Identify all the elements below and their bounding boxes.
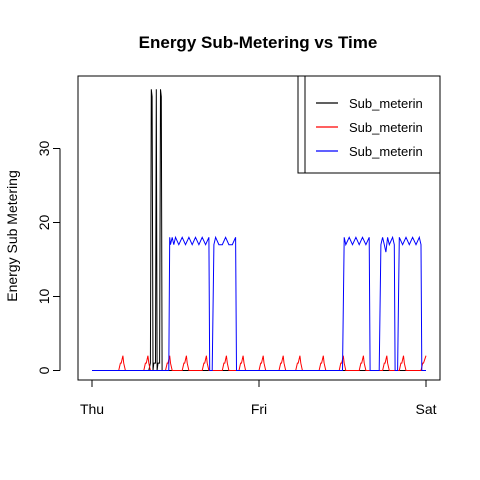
y-tick-label: 0	[36, 366, 52, 374]
y-tick-label: 20	[36, 215, 52, 231]
series-layer	[92, 89, 427, 371]
series-line-2	[92, 235, 426, 371]
legend-label: Sub_meterin	[349, 96, 423, 111]
y-axis: 0 10 20 30	[36, 141, 61, 374]
y-tick-label: 10	[36, 289, 52, 305]
x-tick-label: Thu	[80, 401, 104, 417]
legend: Sub_meterin Sub_meterin Sub_meterin	[297, 75, 441, 174]
x-tick-label: Fri	[251, 401, 267, 417]
x-axis: Thu Fri Sat	[80, 379, 437, 417]
legend-label: Sub_meterin	[349, 144, 423, 159]
y-axis-label: Energy Sub Metering	[4, 170, 20, 302]
y-tick-label: 30	[36, 141, 52, 157]
legend-box	[297, 75, 441, 174]
x-tick-label: Sat	[415, 401, 436, 417]
series-line-0	[92, 89, 426, 371]
chart-title: Energy Sub-Metering vs Time	[139, 33, 378, 52]
legend-label: Sub_meterin	[349, 120, 423, 135]
